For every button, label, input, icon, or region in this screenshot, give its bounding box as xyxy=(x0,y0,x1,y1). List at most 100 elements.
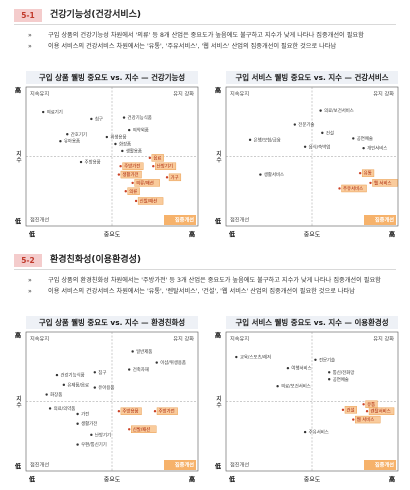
data-point xyxy=(105,135,109,139)
data-point xyxy=(124,190,127,193)
bullet: 구입 상품의 건강기능성 차원에서 '의류' 등 8개 산업은 중요도가 높음에… xyxy=(22,32,394,41)
x-high-label: 高 xyxy=(189,476,195,484)
point-label: 개인서비스 xyxy=(367,145,387,152)
point-label: 주방가전 xyxy=(159,408,175,415)
point-label: 가전 xyxy=(81,411,89,418)
section-number: 5-2 xyxy=(14,254,42,267)
highlight-box xyxy=(151,154,164,162)
point-label: 침구 xyxy=(98,369,106,376)
highlight-box xyxy=(122,162,144,170)
data-point xyxy=(90,433,93,437)
y-axis-label: 지수 xyxy=(215,395,222,409)
point-label: 건축자재 xyxy=(133,366,149,373)
chart-title: 구입 서비스 웰빙 중요도 vs. 지수 — 이용환경성 xyxy=(235,318,388,327)
point-label: 우편/통신기기 xyxy=(81,441,107,448)
data-point xyxy=(328,378,331,381)
data-point xyxy=(128,128,131,132)
chart-title: 구입 상품 웰빙 중요도 vs. 지수 — 건강기능성 xyxy=(39,73,185,82)
point-label: 의료/보건서비스 xyxy=(281,383,311,390)
data-point xyxy=(76,412,79,416)
bullet-list: 구입 상품의 건강기능성 차원에서 '의류' 등 8개 산업은 중요도가 높음에… xyxy=(22,32,394,53)
point-label: 생활서비스 xyxy=(264,171,284,178)
point-label: 주방가전 xyxy=(124,163,140,170)
point-label: 의료/보건서비스 xyxy=(324,107,354,114)
y-low-label: 低 xyxy=(14,463,21,471)
highlight-box xyxy=(127,187,140,195)
point-label: 신발/패션 xyxy=(133,426,151,433)
quadrant-label: 지속유지 xyxy=(230,335,249,343)
point-label: 웹 서비스 xyxy=(374,179,392,186)
bullet: 구입 상품의 환경친화성 차원에서는 '주방가전' 등 3개 산업은 중요도가 … xyxy=(22,277,394,286)
data-point xyxy=(319,109,322,112)
data-point xyxy=(45,393,48,396)
data-point xyxy=(235,355,238,359)
point-label: 신발/패션 xyxy=(140,197,158,204)
data-point xyxy=(153,410,157,413)
x-high-label: 高 xyxy=(389,476,395,484)
quadrant-label: 점진개선 xyxy=(230,216,249,224)
data-point xyxy=(55,373,59,377)
chart-row: 구입 상품 웰빙 중요도 vs. 지수 — 건강기능성 지속유지 유지 강화 점진개선… xyxy=(12,70,404,242)
data-point xyxy=(328,371,331,374)
point-label: 건설 xyxy=(326,129,334,136)
point-label: 의약외품 xyxy=(133,127,149,134)
data-point xyxy=(314,358,317,361)
data-point xyxy=(155,361,158,364)
x-low-label: 低 xyxy=(228,476,235,484)
point-label: 생활용품 xyxy=(126,147,142,154)
data-point xyxy=(152,165,155,168)
quadrant-label: 집중개선 xyxy=(375,461,394,469)
section: 5-2 환경친화성(이용환경성) 구입 상품의 환경친화성 차원에서는 '주방가전'… xyxy=(0,245,410,490)
bullet: 이용 서비스의 건강서비스 차원에서는 '유통', '렌탈서비스', '건설',… xyxy=(22,288,394,297)
point-label: 주유서비스 xyxy=(309,429,329,436)
highlight-box xyxy=(361,169,375,177)
quadrant-label: 집중개선 xyxy=(375,216,394,224)
data-point xyxy=(119,165,122,168)
point-label: 건강기능식품 xyxy=(128,114,152,121)
point-label: 유통 xyxy=(364,171,372,177)
highlight-box xyxy=(156,407,178,415)
point-label: 생활가전 xyxy=(122,171,138,178)
point-label: 유제품/음료 xyxy=(67,381,89,388)
y-high-label: 高 xyxy=(215,87,221,95)
data-point xyxy=(131,350,134,353)
quadrant-label: 점진개선 xyxy=(230,461,249,469)
data-point xyxy=(79,160,83,164)
title-band xyxy=(26,71,198,84)
point-label: 주방용품 xyxy=(122,408,138,415)
bullet: 이용 서비스의 건강서비스 차원에서는 '유통', '주유서비스', '웹 서비… xyxy=(22,43,394,52)
y-high-label: 高 xyxy=(15,332,21,340)
data-point xyxy=(341,408,345,412)
y-axis-label: 지수 xyxy=(215,150,222,164)
quadrant-label: 유지 강화 xyxy=(173,335,194,343)
data-point xyxy=(259,173,262,176)
quadrant-label: 집중개선 xyxy=(175,216,194,224)
highlight-box xyxy=(155,162,177,170)
quadrant-label: 지속유지 xyxy=(230,90,249,98)
data-point xyxy=(286,366,290,370)
quadrant-label: 집중개선 xyxy=(175,461,194,469)
point-label: 여행서비스 xyxy=(291,365,311,372)
highlight-box xyxy=(344,406,357,414)
point-label: 전문기술 xyxy=(298,121,314,128)
data-point xyxy=(165,176,169,179)
quadrant-label: 지속유지 xyxy=(30,90,49,98)
section: 5-1 건강기능성(건강서비스) 구입 상품의 건강기능성 차원에서 '의류' 등 … xyxy=(0,0,410,245)
section-title: 건강기능성(건강서비스) xyxy=(50,10,142,20)
point-label: 전문기술 xyxy=(319,356,335,363)
data-point xyxy=(59,140,62,143)
point-label: 간호기기 xyxy=(71,131,87,138)
data-point xyxy=(352,137,355,140)
point-label: 음료 xyxy=(153,155,161,161)
point-label: 공연예술 xyxy=(357,135,373,142)
y-axis-label: 지수 xyxy=(15,395,22,409)
point-label: 생활가전 xyxy=(81,420,97,427)
point-label: 의료기기 xyxy=(47,109,63,116)
data-point xyxy=(365,410,369,413)
bullet-list: 구입 상품의 환경친화성 차원에서는 '주방가전' 등 3개 산업은 중요도가 … xyxy=(22,277,394,298)
data-point xyxy=(42,110,45,114)
quadrant-badge xyxy=(164,215,196,225)
data-point xyxy=(358,171,362,175)
